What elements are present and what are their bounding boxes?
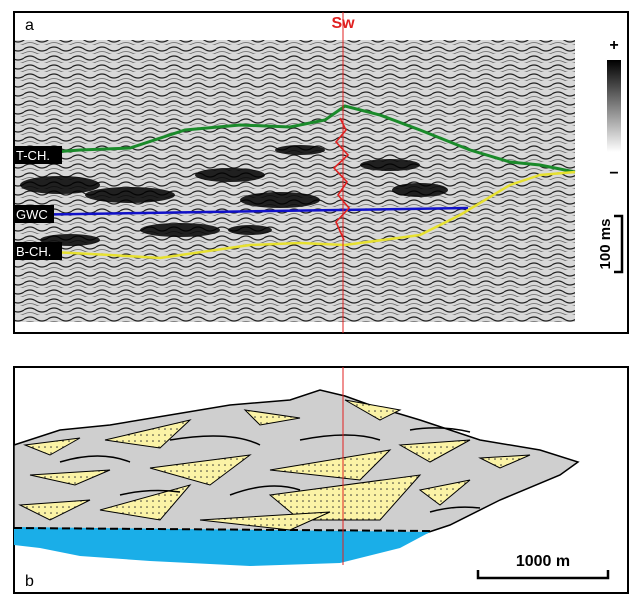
time-scale-label: 100 ms xyxy=(597,219,614,270)
scale-bottom: − xyxy=(609,165,618,182)
panel-label: a xyxy=(25,17,34,34)
scale-top: + xyxy=(609,37,618,54)
panel-label: b xyxy=(25,573,34,590)
length-scale-label: 1000 m xyxy=(516,553,570,570)
panel-b: b 1000 m xyxy=(14,367,628,593)
figure: a Sw T-CH. GWC B-CH. + − 100 ms b 1000 m xyxy=(0,0,629,596)
horizon-label: T-CH. xyxy=(16,148,50,163)
well-name: Sw xyxy=(331,15,355,32)
color-scale xyxy=(607,60,621,152)
horizon-label: GWC xyxy=(16,207,48,222)
horizon-label: B-CH. xyxy=(16,244,51,259)
seismic-section xyxy=(15,40,575,322)
panel-a: a Sw T-CH. GWC B-CH. + − 100 ms xyxy=(14,12,628,333)
